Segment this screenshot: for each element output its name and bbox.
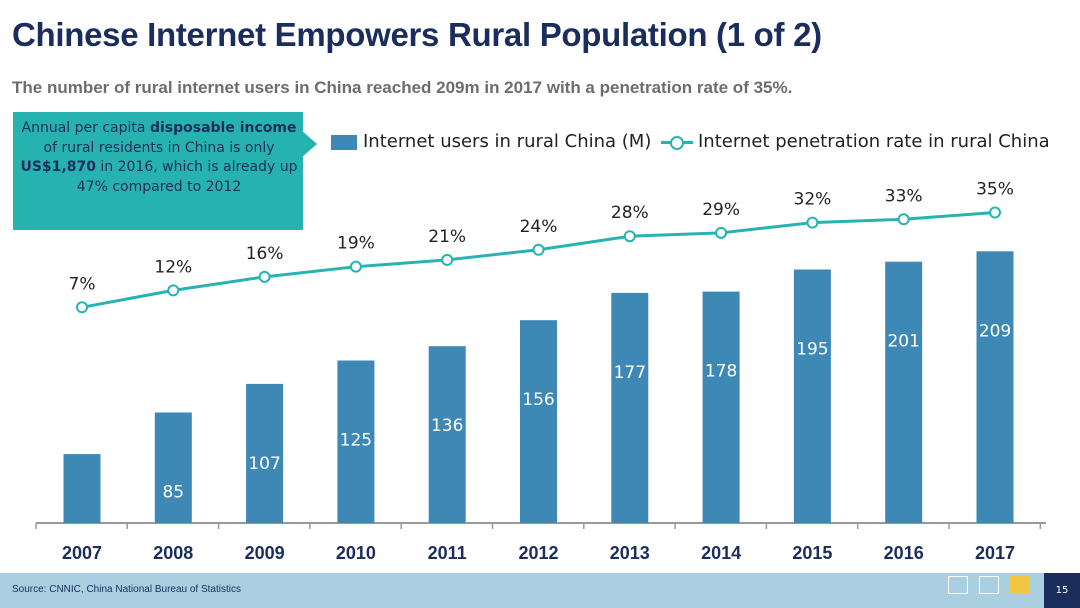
bar	[885, 261, 923, 523]
footer-logo-icon	[1010, 576, 1030, 594]
legend-label-penetration: Internet penetration rate in rural China	[698, 131, 1050, 152]
line-value-label: 28%	[611, 203, 649, 223]
line-value-label: 29%	[702, 200, 740, 220]
legend-line-marker	[670, 136, 684, 150]
bar	[337, 360, 375, 523]
bar-value-label: 136	[431, 416, 463, 436]
line-point	[715, 226, 728, 239]
x-tick-label: 2017	[975, 543, 1015, 563]
bar-value-label: 53	[71, 524, 93, 544]
legend-label-users: Internet users in rural China (M)	[363, 131, 652, 152]
footer-logo-icon	[948, 576, 968, 594]
callout-pointer	[301, 130, 317, 158]
chart-area: 5320078520081072009125201013620111562012…	[35, 180, 1046, 563]
line-value-label: 32%	[794, 190, 832, 210]
x-tick-label: 2013	[610, 543, 650, 563]
x-tick-label: 2008	[153, 543, 193, 563]
bar	[793, 269, 831, 523]
line-value-label: 16%	[246, 244, 284, 264]
footer-logo-icon	[979, 576, 999, 594]
line-point	[532, 243, 545, 256]
callout-text-bold: US$1,870	[20, 159, 96, 175]
line-point	[806, 216, 819, 229]
line-value-label: 19%	[337, 234, 375, 254]
line-point	[167, 284, 180, 297]
x-tick-label: 2007	[62, 543, 102, 563]
callout-box	[13, 112, 303, 230]
bar-value-label: 125	[340, 431, 372, 451]
bar-value-label: 85	[162, 483, 184, 503]
x-tick-label: 2015	[792, 543, 832, 563]
line-point	[897, 213, 910, 226]
bar-value-label: 156	[522, 390, 554, 410]
x-tick-label: 2014	[701, 543, 741, 563]
callout-text-part: in 2016, which is already up 47% compare…	[76, 159, 298, 195]
line-value-label: 12%	[154, 257, 192, 277]
page-title: Chinese Internet Empowers Rural Populati…	[12, 16, 822, 53]
line-value-label: 33%	[885, 186, 923, 206]
callout-text: Annual per capita disposable income of r…	[18, 119, 300, 197]
line-point	[76, 301, 88, 314]
bar	[520, 320, 557, 523]
line-point	[441, 253, 454, 266]
callout-text-part: Annual per capita	[21, 120, 150, 136]
bar-value-label: 201	[887, 332, 919, 352]
bar	[611, 292, 649, 523]
x-tick-label: 2009	[245, 543, 285, 563]
source-note: Source: CNNIC, China National Bureau of …	[12, 584, 241, 595]
footer-bar	[0, 573, 1080, 608]
line-value-label: 24%	[520, 217, 558, 237]
x-tick-label: 2012	[518, 543, 558, 563]
page-number: 15	[1044, 573, 1080, 608]
line-point	[989, 206, 1001, 219]
x-tick-label: 2011	[428, 543, 467, 563]
page-subtitle: The number of rural internet users in Ch…	[12, 78, 793, 97]
bar-value-label: 177	[614, 363, 646, 383]
bar-value-label: 178	[705, 362, 737, 382]
bar	[63, 454, 101, 523]
bar	[702, 291, 740, 523]
line-point	[349, 260, 362, 273]
bar	[976, 251, 1014, 524]
callout-text-part: of rural residents in China is only	[43, 139, 275, 156]
x-tick-label: 2010	[336, 543, 376, 563]
bar	[428, 346, 466, 523]
x-tick-label: 2016	[884, 543, 924, 563]
bar	[246, 383, 284, 523]
bar	[154, 412, 192, 523]
line-point	[623, 230, 636, 243]
legend-bar-swatch	[331, 135, 357, 150]
line-value-label: 7%	[69, 274, 96, 294]
line-value-label: 21%	[428, 227, 466, 247]
line-value-label: 35%	[976, 180, 1014, 200]
bar-value-label: 107	[248, 454, 280, 474]
bar-value-label: 209	[979, 321, 1011, 341]
callout-text-bold: disposable income	[149, 120, 297, 136]
line-point	[258, 270, 271, 283]
bar-value-label: 195	[796, 340, 828, 360]
